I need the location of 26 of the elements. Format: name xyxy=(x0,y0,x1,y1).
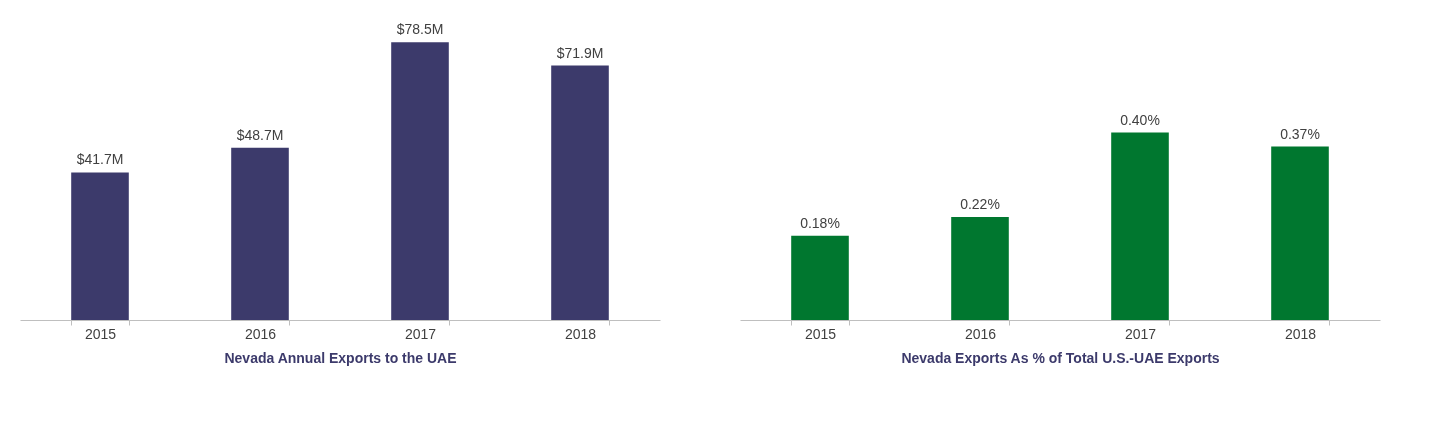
x-axis-title: Nevada Exports As % of Total U.S.-UAE Exports xyxy=(901,349,1220,366)
x-axis-title: Nevada Annual Exports to the UAE xyxy=(224,349,457,366)
x-tick-label: 2015 xyxy=(84,325,117,342)
bar xyxy=(391,42,449,320)
data-label: 0.18% xyxy=(800,214,840,231)
data-label: 0.40% xyxy=(1120,111,1160,128)
bar xyxy=(231,147,289,320)
bar xyxy=(71,172,129,320)
data-label: $48.7M xyxy=(236,126,284,143)
bar xyxy=(791,235,849,320)
x-tick-label: 2016 xyxy=(244,325,277,342)
data-label: $41.7M xyxy=(76,151,124,168)
x-tick-label: 2015 xyxy=(804,325,837,342)
x-tick-label: 2017 xyxy=(404,325,437,342)
data-label: 0.37% xyxy=(1280,125,1320,142)
data-label: 0.22% xyxy=(960,195,1000,212)
bar xyxy=(1271,146,1329,320)
x-tick-label: 2018 xyxy=(564,325,597,342)
data-label: $78.5M xyxy=(396,21,444,38)
data-label: $71.9M xyxy=(556,44,604,61)
bar xyxy=(1111,132,1169,320)
bar xyxy=(551,65,609,320)
x-tick-label: 2017 xyxy=(1124,325,1157,342)
x-tick-label: 2018 xyxy=(1284,325,1317,342)
x-tick-label: 2016 xyxy=(964,325,997,342)
bar xyxy=(951,216,1009,320)
